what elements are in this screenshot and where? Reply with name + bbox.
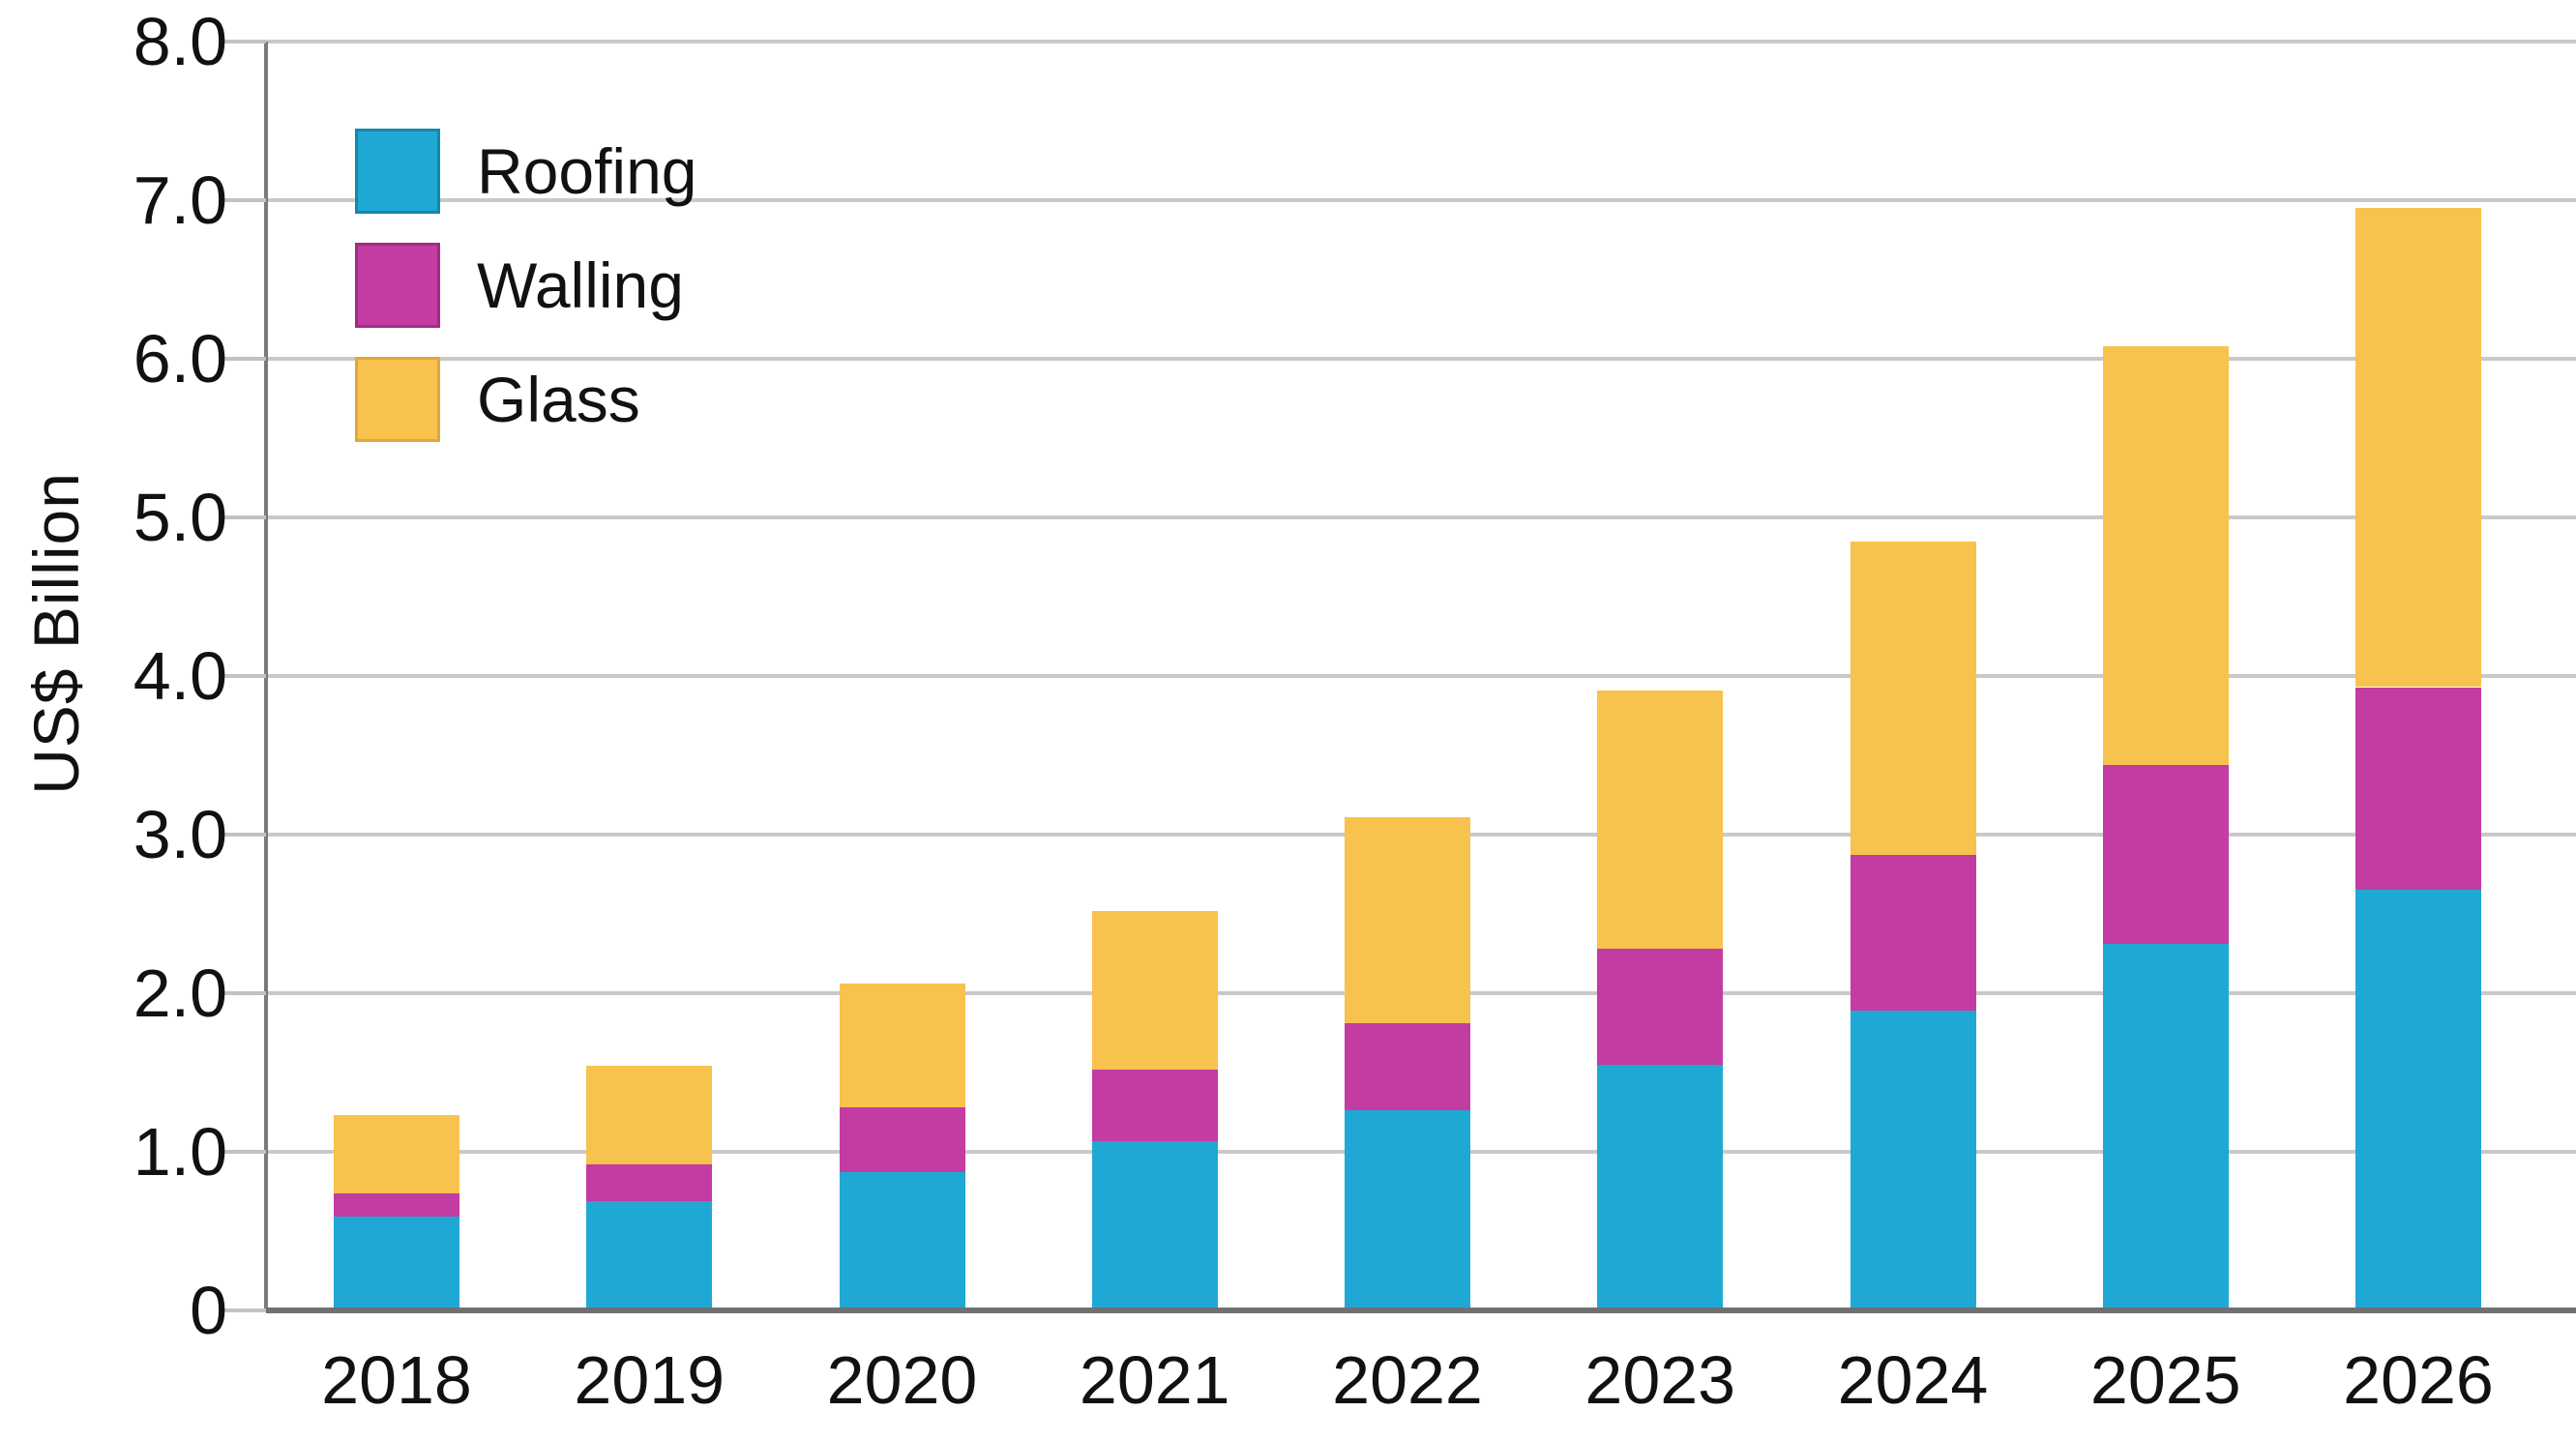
gridline-8.0 (266, 40, 2576, 44)
y-tick-mark-7.0 (222, 198, 266, 202)
y-tick-mark-5.0 (222, 515, 266, 519)
bar-segment-2019-roofing (586, 1200, 713, 1310)
bar-segment-2025-walling (2102, 764, 2229, 945)
y-tick-label-1.0: 1.0 (133, 1114, 227, 1190)
bar-segment-2023-roofing (1597, 1064, 1724, 1310)
y-axis-line (264, 42, 268, 1312)
bar-segment-2022-walling (1345, 1023, 1470, 1111)
bar-segment-2020-roofing (839, 1172, 965, 1310)
gridline-4.0 (266, 674, 2576, 678)
bar-segment-2025-roofing (2102, 944, 2229, 1310)
bar-segment-2021-walling (1091, 1069, 1218, 1141)
bar-segment-2026-roofing (2355, 890, 2481, 1310)
legend-label-roofing: Roofing (477, 135, 697, 207)
bar-segment-2022-roofing (1345, 1110, 1470, 1310)
bar-segment-2018-walling (334, 1192, 459, 1218)
bar-segment-2019-glass (586, 1066, 713, 1165)
x-tick-label-2020: 2020 (826, 1342, 978, 1418)
x-tick-label-2019: 2019 (574, 1342, 725, 1418)
bar-segment-2022-glass (1345, 816, 1470, 1024)
y-tick-mark-1.0 (222, 1150, 266, 1154)
y-tick-mark-4.0 (222, 674, 266, 678)
y-tick-mark-6.0 (222, 357, 266, 361)
bar-segment-2018-roofing (334, 1217, 459, 1310)
legend-label-glass: Glass (477, 364, 640, 435)
x-tick-label-2018: 2018 (321, 1342, 472, 1418)
plot-area (264, 40, 2576, 1313)
bar-segment-2021-roofing (1091, 1140, 1218, 1310)
y-tick-mark-8.0 (222, 40, 266, 44)
x-tick-label-2022: 2022 (1332, 1342, 1483, 1418)
bar-segment-2023-walling (1597, 949, 1724, 1065)
bar-segment-2026-glass (2355, 208, 2481, 688)
x-axis-line (266, 1308, 2576, 1313)
y-tick-label-6.0: 6.0 (133, 321, 227, 397)
bar-segment-2020-glass (839, 984, 965, 1108)
y-tick-label-4.0: 4.0 (133, 638, 227, 714)
bar-segment-2024-glass (1850, 541, 1976, 856)
x-tick-label-2024: 2024 (1837, 1342, 1989, 1418)
legend-item-walling: Walling (355, 243, 697, 328)
roofing-swatch-icon (355, 129, 440, 214)
bar-segment-2021-glass (1091, 910, 1218, 1070)
bar-segment-2025-glass (2102, 345, 2229, 765)
legend-item-roofing: Roofing (355, 129, 697, 214)
bar-segment-2026-walling (2355, 687, 2481, 891)
x-tick-label-2026: 2026 (2343, 1342, 2494, 1418)
legend-item-glass: Glass (355, 357, 697, 442)
gridline-7.0 (266, 198, 2576, 202)
y-tick-label-8.0: 8.0 (133, 4, 227, 79)
x-tick-label-2021: 2021 (1079, 1342, 1230, 1418)
bar-segment-2020-walling (839, 1107, 965, 1173)
y-tick-label-0: 0 (190, 1273, 227, 1348)
glass-swatch-icon (355, 357, 440, 442)
bar-segment-2024-walling (1850, 855, 1976, 1012)
y-tick-label-3.0: 3.0 (133, 797, 227, 872)
y-tick-mark-3.0 (222, 833, 266, 837)
bar-segment-2018-glass (334, 1115, 459, 1193)
bar-segment-2019-walling (586, 1164, 713, 1201)
y-tick-label-2.0: 2.0 (133, 955, 227, 1031)
gridline-5.0 (266, 515, 2576, 519)
gridline-6.0 (266, 357, 2576, 361)
legend: Roofing Walling Glass (355, 129, 697, 442)
x-tick-label-2023: 2023 (1584, 1342, 1736, 1418)
legend-label-walling: Walling (477, 250, 684, 321)
y-tick-mark-2.0 (222, 991, 266, 995)
walling-swatch-icon (355, 243, 440, 328)
bar-segment-2024-roofing (1850, 1011, 1976, 1310)
bar-segment-2023-glass (1597, 690, 1724, 950)
y-tick-mark-0 (222, 1308, 266, 1312)
y-tick-label-7.0: 7.0 (133, 162, 227, 238)
x-tick-label-2025: 2025 (2089, 1342, 2241, 1418)
y-tick-label-5.0: 5.0 (133, 480, 227, 555)
